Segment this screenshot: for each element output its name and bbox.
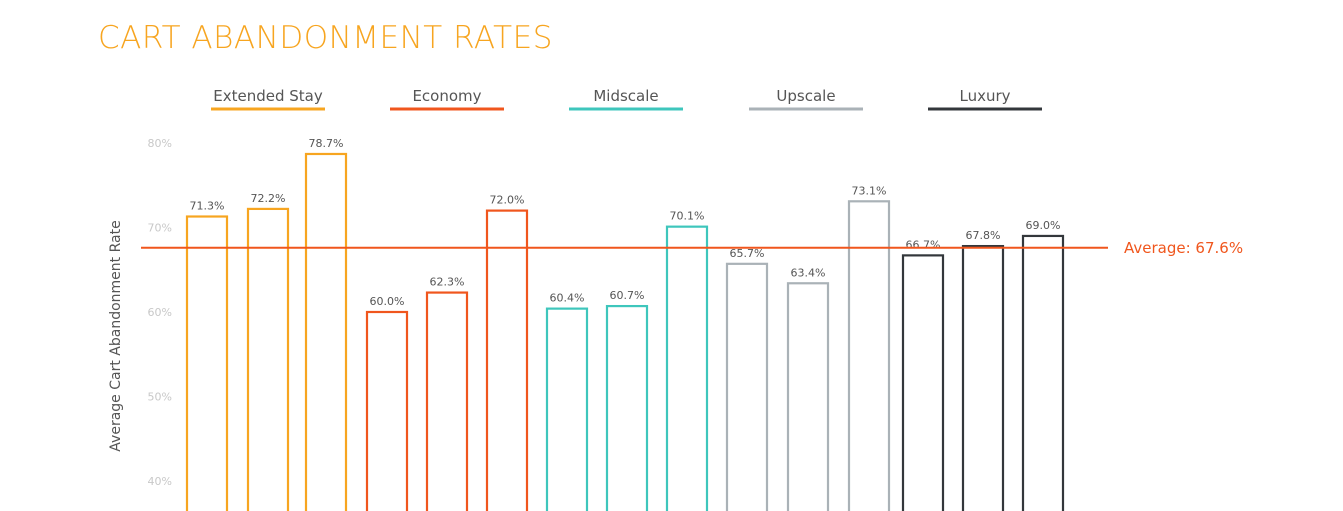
y-tick-label: 80% (148, 137, 172, 150)
average-label: Average: 67.6% (1124, 239, 1243, 257)
bars: 71.3% 72.2% 78.7% 60.0% 62.3% 72.0% 60.4% 60.7%… (185, 137, 1065, 511)
chart-title: CART ABANDONMENT RATES (98, 20, 553, 56)
bar-data-label: 69.0% (1026, 219, 1061, 232)
y-axis: 40% 50% 60% 70% 80% (148, 137, 172, 488)
bar-data-label: 67.8% (966, 229, 1001, 242)
legend: Extended Stay Economy Midscale Upscale Luxur… (211, 87, 1042, 111)
legend-label-1: Economy (412, 87, 481, 105)
average-line-group: Average: 67.6% (141, 239, 1243, 257)
bar-economy-3 (485, 209, 529, 511)
bar-extended-stay-2 (246, 207, 290, 511)
y-axis-label: Average Cart Abandonment Rate (108, 220, 124, 451)
bar-data-label: 62.3% (430, 276, 465, 289)
bar-data-label: 72.2% (251, 192, 286, 205)
bar-data-label: 72.0% (490, 194, 525, 207)
bar-data-label: 73.1% (852, 184, 887, 197)
bar-data-label: 60.4% (550, 292, 585, 305)
y-tick-label: 60% (148, 306, 172, 319)
y-tick-label: 50% (148, 391, 172, 404)
legend-label-2: Midscale (593, 87, 658, 105)
bar-data-label: 78.7% (309, 137, 344, 150)
bar-upscale-2 (786, 282, 830, 511)
bar-extended-stay-3 (304, 152, 348, 511)
bar-extended-stay-1 (185, 215, 229, 511)
bar-luxury-1 (901, 254, 945, 511)
bar-economy-1 (365, 310, 409, 511)
bar-midscale-1 (545, 307, 589, 511)
bar-midscale-3 (665, 225, 709, 511)
legend-label-0: Extended Stay (213, 87, 323, 105)
bar-midscale-2 (605, 304, 649, 511)
bar-data-label: 71.3% (190, 200, 225, 213)
bar-economy-2 (425, 291, 469, 511)
bar-luxury-3 (1021, 234, 1065, 511)
bar-luxury-2 (961, 244, 1005, 511)
bar-data-label: 63.4% (791, 266, 826, 279)
bar-upscale-3 (847, 200, 891, 511)
y-tick-label: 40% (148, 475, 172, 488)
bar-upscale-1 (725, 262, 769, 511)
bar-data-label: 65.7% (730, 247, 765, 260)
legend-label-4: Luxury (959, 87, 1010, 105)
bar-data-label: 66.7% (906, 238, 941, 251)
legend-label-3: Upscale (776, 87, 835, 105)
bar-data-label: 70.1% (670, 210, 705, 223)
bar-data-label: 60.0% (370, 295, 405, 308)
y-tick-label: 70% (148, 222, 172, 235)
bar-data-label: 60.7% (610, 289, 645, 302)
